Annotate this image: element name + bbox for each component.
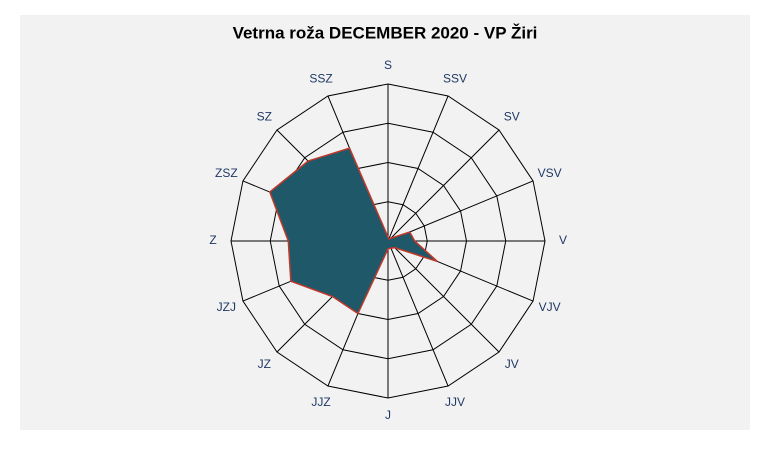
- category-label: J: [385, 408, 391, 422]
- category-label: ZSZ: [215, 166, 238, 180]
- category-label: JV: [505, 357, 519, 371]
- category-label: JZJ: [217, 300, 236, 314]
- spoke: [387, 240, 500, 353]
- category-label: S: [384, 58, 392, 72]
- chart-background: [20, 15, 750, 430]
- category-label: SV: [504, 109, 520, 123]
- category-label: Z: [209, 233, 216, 247]
- category-label: SSV: [443, 71, 467, 85]
- spoke: [387, 240, 449, 387]
- category-label: SZ: [257, 109, 272, 123]
- category-label: VJV: [539, 300, 561, 314]
- category-label: JJV: [445, 395, 465, 409]
- spoke: [387, 180, 534, 242]
- category-label: JZ: [258, 357, 271, 371]
- data-area: [268, 147, 438, 315]
- chart-title: Vetrna roža DECEMBER 2020 - VP Žiri: [233, 23, 538, 42]
- category-label: SSZ: [309, 71, 332, 85]
- category-label: V: [559, 233, 567, 247]
- spoke: [387, 95, 449, 242]
- category-label: VSV: [538, 166, 562, 180]
- category-label: JJZ: [311, 395, 330, 409]
- spoke: [387, 129, 500, 242]
